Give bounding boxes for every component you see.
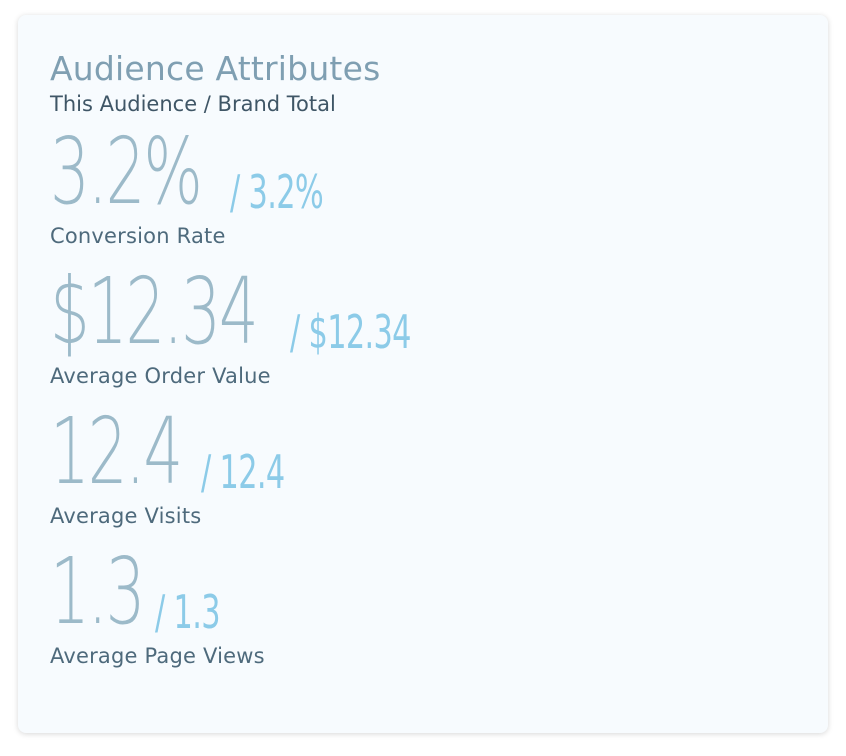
audience-value: 1.3 (50, 538, 145, 645)
metric-values: 3.2% / 3.2% (50, 123, 828, 221)
metric-label: Conversion Rate (50, 224, 226, 248)
metric-values: 1.3 / 1.3 (50, 543, 828, 641)
card-subtitle: This Audience / Brand Total (50, 92, 336, 116)
audience-value: 3.2% (50, 118, 203, 225)
metric-label: Average Page Views (50, 644, 265, 668)
card-title: Audience Attributes (50, 49, 381, 88)
metric-average-visits: 12.4 / 12.4 Average Visits (50, 403, 828, 529)
brand-total-value: / 3.2% (229, 165, 324, 219)
metric-label: Average Visits (50, 504, 202, 528)
audience-value: $12.34 (50, 258, 259, 365)
brand-total-value: / $12.34 (289, 305, 411, 359)
audience-attributes-card: Audience Attributes This Audience / Bran… (18, 15, 828, 733)
metric-values: $12.34 / $12.34 (50, 263, 828, 361)
metric-conversion-rate: 3.2% / 3.2% Conversion Rate (50, 123, 828, 249)
brand-total-value: / 1.3 (155, 585, 221, 639)
metric-label: Average Order Value (50, 364, 271, 388)
brand-total-value: / 12.4 (200, 445, 285, 499)
metric-average-page-views: 1.3 / 1.3 Average Page Views (50, 543, 828, 669)
audience-value: 12.4 (50, 398, 183, 505)
metric-values: 12.4 / 12.4 (50, 403, 828, 501)
metric-average-order-value: $12.34 / $12.34 Average Order Value (50, 263, 828, 389)
